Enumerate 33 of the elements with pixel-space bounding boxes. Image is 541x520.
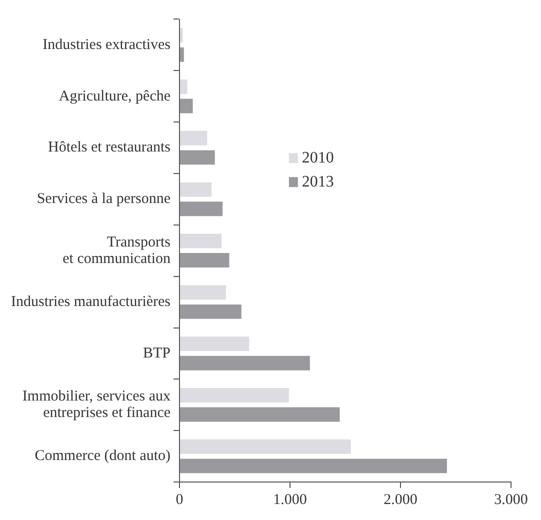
bar [180, 150, 215, 165]
legend-label: 2013 [302, 173, 334, 190]
bar [180, 285, 226, 300]
x-tick-label: 1.000 [273, 492, 307, 508]
bar [180, 458, 447, 474]
bar [180, 356, 310, 370]
y-tick-label: Hôtels et restaurants [48, 140, 171, 156]
bar [180, 234, 222, 248]
y-tick-label: Industries manufacturières [10, 294, 171, 310]
x-tick-label: 0 [176, 492, 184, 508]
bar [180, 182, 212, 197]
bar [180, 407, 340, 422]
bar [180, 202, 223, 216]
bar [180, 98, 193, 114]
bar [180, 439, 351, 454]
bar [180, 388, 289, 402]
y-tick-label: Industries extractives [42, 36, 171, 53]
bar [180, 130, 208, 146]
y-tick-label: BTP [143, 345, 171, 362]
bar [180, 80, 188, 94]
y-tick-label: Agriculture, pêche [58, 88, 171, 104]
x-tick-label: 3.000 [494, 492, 528, 508]
bar [180, 47, 184, 62]
legend-label: 2010 [302, 149, 334, 166]
x-tick-label: 2.000 [384, 492, 418, 508]
bar [180, 336, 250, 352]
bar [180, 253, 230, 268]
bar [180, 304, 242, 319]
y-tick-label: Services à la personne [36, 191, 171, 208]
y-tick-label: Immobilier, services aux entreprises et finance [22, 388, 172, 422]
y-tick-label: Transports et communication [62, 234, 172, 267]
bar [180, 28, 183, 43]
y-tick-label: Commerce (dont auto) [34, 448, 171, 464]
